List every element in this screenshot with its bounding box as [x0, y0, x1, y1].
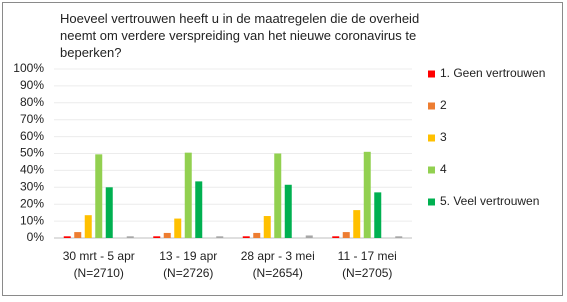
y-tick-label: 50%: [20, 146, 44, 160]
bar: [63, 236, 71, 238]
y-tick-label: 60%: [20, 129, 44, 143]
legend-swatch: [428, 198, 435, 206]
y-tick-label: 70%: [20, 112, 44, 126]
bar: [395, 236, 403, 238]
y-tick-label: 30%: [20, 179, 44, 193]
x-tick-label: (N=2710): [74, 266, 124, 280]
x-tick-label: 28 apr - 3 mei: [241, 249, 315, 263]
bar: [274, 153, 282, 238]
legend-label: 4: [440, 162, 447, 176]
legend-swatch: [428, 166, 435, 174]
bar: [84, 215, 92, 238]
y-tick-label: 90%: [20, 78, 44, 92]
bar: [374, 192, 382, 238]
bar: [353, 210, 361, 238]
x-tick-label: (N=2654): [253, 266, 303, 280]
bar: [126, 236, 134, 238]
legend-swatch: [428, 102, 435, 110]
y-tick-label: 0%: [27, 230, 45, 244]
bar: [332, 236, 340, 238]
y-tick-label: 20%: [20, 196, 44, 210]
bar: [95, 154, 103, 238]
legend-label: 1. Geen vertrouwen: [440, 66, 545, 80]
bar: [74, 232, 82, 238]
frame: [2, 2, 563, 296]
bar: [363, 151, 371, 238]
y-tick-label: 40%: [20, 163, 44, 177]
legend-label: 2: [440, 98, 447, 112]
bar: [163, 232, 171, 238]
legend-label: 3: [440, 130, 447, 144]
legend-swatch: [428, 70, 435, 78]
bar: [242, 236, 250, 238]
x-tick-label: 30 mrt - 5 apr: [63, 249, 135, 263]
bar: [216, 236, 224, 238]
x-tick-label: 11 - 17 mei: [338, 249, 397, 263]
bar: [195, 181, 203, 238]
legend-swatch: [428, 134, 435, 142]
x-tick-label: (N=2726): [163, 266, 213, 280]
chart-title: Hoeveel vertrouwen heeft u in de maatreg…: [60, 11, 420, 60]
bar: [263, 216, 271, 238]
x-tick-label: (N=2705): [342, 266, 392, 280]
bar: [105, 187, 113, 238]
bar: [174, 218, 182, 238]
legend-label: 5. Veel vertrouwen: [440, 194, 539, 208]
y-tick-label: 80%: [20, 95, 44, 109]
bar: [153, 236, 161, 238]
y-tick-label: 10%: [20, 213, 44, 227]
x-tick-label: 13 - 19 apr: [159, 249, 217, 263]
bar: [305, 235, 313, 238]
bar: [342, 232, 350, 238]
y-tick-label: 100%: [13, 61, 44, 75]
bar: [184, 152, 192, 238]
bar: [253, 232, 261, 238]
bar: [284, 184, 292, 238]
